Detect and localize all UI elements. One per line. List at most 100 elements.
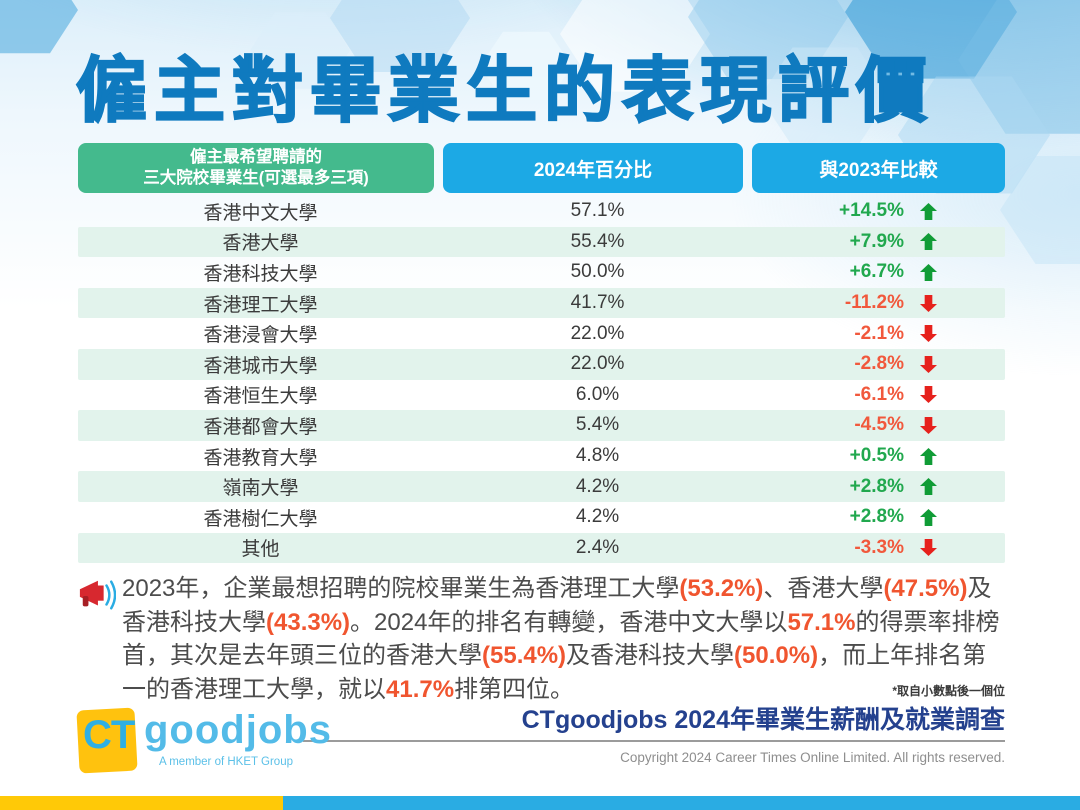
highlighted-stat: (47.5%)	[883, 575, 968, 602]
table-row: 香港大學 55.4% +7.9%	[78, 226, 1005, 258]
paragraph-text: 及香港科技大學	[122, 575, 992, 636]
arrow-down-icon	[920, 325, 937, 343]
highlighted-stat: 57.1%	[787, 608, 856, 636]
table-row: 香港科技大學 50.0% +6.7%	[78, 257, 1005, 288]
ctgoodjobs-logo: CT goodjobs A member of HKET Group	[76, 703, 331, 775]
table-row: 香港浸會大學 22.0% -2.1%	[78, 318, 1005, 349]
hexagon-shape	[0, 0, 78, 54]
change-vs-2023: -11.2%	[752, 292, 1005, 314]
paragraph-text: 的得票率排榜首，其次是去年頭三位的香港大學	[122, 608, 1000, 670]
summary-section: 2023年，企業最想招聘的院校畢業生為香港理工大學(53.2%)、香港大學(47…	[78, 572, 1008, 706]
header-universities-line1: 僱主最希望聘請的	[190, 148, 322, 166]
megaphone-icon	[79, 580, 116, 610]
table-row: 香港理工大學 41.7% -11.2%	[78, 287, 1005, 319]
university-name: 香港大學	[222, 233, 299, 255]
change-value: +2.8%	[849, 506, 904, 528]
paragraph-text: 。2024年的排名有轉變，香港中文大學以	[350, 608, 788, 636]
change-vs-2023: -6.1%	[752, 384, 1005, 406]
arrow-up-icon	[920, 447, 937, 465]
footnote: *取自小數點後一個位	[892, 684, 1005, 698]
university-name: 嶺南大學	[222, 478, 299, 500]
table-row: 嶺南大學 4.2% +2.8%	[78, 471, 1005, 502]
university-name: 香港中文大學	[203, 202, 318, 224]
highlighted-stat: (53.2%)	[679, 575, 764, 602]
university-name: 香港浸會大學	[203, 325, 318, 347]
university-name: 香港樹仁大學	[203, 508, 318, 530]
header-vs-2023: 與2023年比較	[752, 143, 1005, 193]
change-vs-2023: -2.8%	[752, 353, 1005, 375]
header-universities: 僱主最希望聘請的 三大院校畢業生(可選最多三項)	[78, 143, 434, 193]
table-row: 香港教育大學 4.8% +0.5%	[78, 441, 1005, 472]
university-name: 香港科技大學	[203, 263, 318, 285]
logo-goodjobs-text: goodjobs	[144, 708, 332, 752]
header-2024-percentage-label: 2024年百分比	[533, 159, 653, 181]
change-value: -3.3%	[854, 536, 904, 558]
table-header: 僱主最希望聘請的 三大院校畢業生(可選最多三項) 2024年百分比 與2023年…	[78, 143, 1005, 193]
university-name: 香港城市大學	[203, 355, 318, 377]
change-vs-2023: +7.9%	[752, 231, 1005, 253]
arrow-up-icon	[920, 233, 937, 251]
change-value: -6.1%	[854, 383, 904, 405]
hexagon-shape	[760, 47, 890, 147]
university-name: 香港都會大學	[203, 416, 318, 438]
arrow-up-icon	[920, 263, 937, 281]
highlighted-stat: (55.4%)	[482, 642, 567, 669]
change-value: +6.7%	[849, 261, 904, 283]
percentage-2024: 6.0%	[575, 383, 620, 405]
change-value: +7.9%	[849, 230, 904, 252]
paragraph-text: 排第四位。	[454, 675, 575, 703]
arrow-down-icon	[920, 416, 937, 434]
paragraph-text: 及香港科技大學	[566, 642, 735, 669]
percentage-2024: 22.0%	[570, 353, 625, 375]
percentage-2024: 22.0%	[570, 322, 625, 344]
page-title: 僱主對畢業生的表現評價	[75, 51, 935, 132]
percentage-2024: 4.2%	[575, 475, 620, 497]
change-value: -11.2%	[844, 292, 904, 314]
paragraph-text: 、香港大學	[763, 575, 884, 602]
bottom-strip-yellow	[0, 796, 283, 810]
highlighted-stat: 41.7%	[386, 675, 455, 703]
arrow-down-icon	[920, 355, 937, 373]
arrow-up-icon	[920, 478, 937, 496]
header-universities-line2: 三大院校畢業生(可選最多三項)	[143, 169, 369, 187]
table-row: 其他 2.4% -3.3%	[78, 532, 1005, 564]
table-row: 香港樹仁大學 4.2% +2.8%	[78, 502, 1005, 533]
change-value: -2.8%	[854, 353, 904, 375]
change-vs-2023: -4.5%	[752, 414, 1005, 436]
change-value: +0.5%	[849, 445, 904, 467]
university-name: 香港理工大學	[203, 294, 318, 316]
survey-title: CTgoodjobs 2024年畢業生薪酬及就業調查	[521, 706, 1005, 734]
change-vs-2023: +2.8%	[752, 506, 1005, 528]
change-vs-2023: +0.5%	[752, 445, 1005, 467]
percentage-2024: 57.1%	[570, 200, 625, 222]
table-body: 香港中文大學 57.1% +14.5% 香港大學 55.4% +7.9% 香港科技大學 50.…	[78, 196, 1005, 564]
change-value: -4.5%	[854, 414, 904, 436]
paragraph-text: 2023年，企業最想招聘的院校畢業生為香港理工大學	[122, 575, 680, 602]
copyright-text: Copyright 2024 Career Times Online Limit…	[620, 750, 1005, 765]
percentage-2024: 5.4%	[575, 414, 620, 436]
header-vs-2023-label: 與2023年比較	[819, 159, 938, 181]
arrow-down-icon	[920, 539, 937, 557]
change-vs-2023: +14.5%	[752, 200, 1005, 222]
paragraph-text: ，而上年排名第一的香港理工大學，就以	[122, 642, 987, 703]
table-row: 香港都會大學 5.4% -4.5%	[78, 410, 1005, 441]
change-value: +14.5%	[839, 200, 904, 222]
university-name: 其他	[241, 539, 280, 561]
percentage-2024: 41.7%	[570, 292, 625, 314]
logo-tagline: A member of HKET Group	[158, 756, 293, 768]
change-value: +2.8%	[849, 475, 904, 497]
percentage-2024: 4.2%	[575, 506, 620, 528]
university-name: 香港教育大學	[203, 447, 318, 469]
percentage-2024: 50.0%	[570, 261, 625, 283]
logo-ct-text: CT	[83, 713, 135, 757]
table-row: 香港城市大學 22.0% -2.8%	[78, 348, 1005, 380]
change-vs-2023: +6.7%	[752, 261, 1005, 283]
summary-paragraph: 2023年，企業最想招聘的院校畢業生為香港理工大學(53.2%)、香港大學(47…	[122, 572, 1008, 706]
percentage-2024: 2.4%	[575, 536, 620, 558]
footer-divider	[303, 740, 1005, 742]
change-vs-2023: +2.8%	[752, 476, 1005, 498]
bottom-strip	[0, 796, 1080, 810]
change-vs-2023: -2.1%	[752, 323, 1005, 345]
percentage-2024: 55.4%	[570, 230, 625, 252]
change-vs-2023: -3.3%	[752, 537, 1005, 559]
